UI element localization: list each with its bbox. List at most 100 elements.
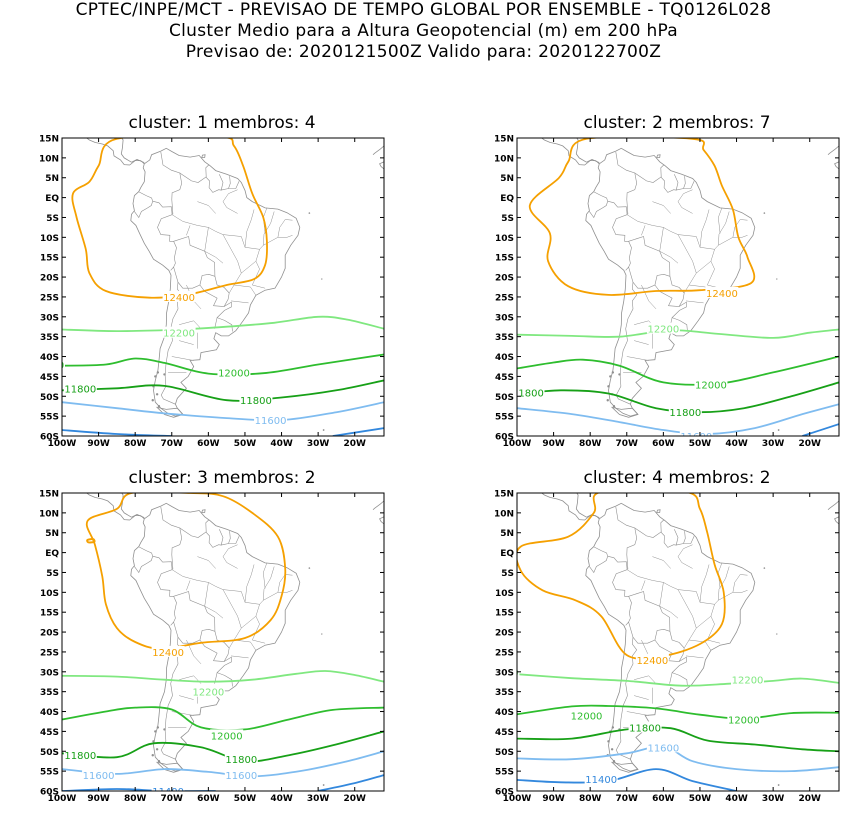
map-panel-2: cluster: 2 membros: 7 12400 12200 12000 118…	[477, 113, 847, 453]
contour-11600	[517, 745, 839, 773]
contour-label-bg	[239, 394, 273, 406]
state-border	[251, 604, 266, 644]
country-border	[607, 555, 632, 626]
lat-tick-label: 10N	[39, 509, 59, 519]
contour-label: 11600	[680, 432, 712, 443]
country-border	[214, 672, 233, 687]
country-border	[179, 519, 210, 538]
state-border	[652, 201, 671, 214]
state-border	[244, 209, 255, 248]
state-border	[241, 261, 257, 274]
contour-label-bg	[82, 769, 116, 781]
state-border	[204, 582, 209, 607]
country-border	[221, 176, 231, 191]
contour-12200	[62, 670, 384, 683]
state-border	[222, 544, 238, 569]
state-border	[263, 562, 268, 589]
lat-tick-label: 5S	[501, 214, 514, 224]
contour-label: 11800	[629, 723, 661, 734]
lon-tick-label: 60W	[652, 439, 675, 449]
contour-11400	[517, 768, 737, 791]
lat-tick-label: 10N	[494, 154, 514, 164]
country-border	[628, 591, 671, 644]
island-dot	[606, 399, 609, 402]
contour-label-bg	[694, 378, 728, 390]
contour-11400	[332, 427, 384, 436]
contour-label-bg	[517, 386, 545, 398]
state-border	[179, 340, 194, 345]
lat-tick-label: 15S	[40, 609, 59, 619]
coastline-island	[656, 154, 661, 158]
state-border	[641, 284, 657, 310]
contour-12000	[62, 353, 384, 376]
island-dot	[154, 375, 157, 378]
map-layer: 12400 12200 12000 11800 11800 11600 11600 11400	[62, 493, 384, 791]
coastline-africa	[834, 161, 839, 170]
coastline-island	[201, 154, 206, 158]
contour-11800	[62, 379, 384, 402]
state-border	[706, 249, 721, 289]
country-border	[669, 672, 688, 687]
lon-tick-label: 30W	[762, 794, 785, 804]
state-border	[233, 284, 257, 296]
lon-tick-label: 30W	[307, 439, 330, 449]
island-dot	[151, 399, 154, 402]
state-border	[626, 356, 649, 361]
state-border	[699, 564, 710, 603]
coastline-central-america	[541, 138, 600, 166]
lon-tick-label: 40W	[725, 439, 748, 449]
coastline-island	[656, 509, 661, 513]
title-line-2: Cluster Medio para a Altura Geopotencial…	[168, 21, 679, 41]
lat-tick-label: EQ	[45, 549, 59, 559]
contour-label: 12000	[571, 712, 603, 723]
lat-tick-label: 20S	[495, 629, 514, 639]
island-dot	[152, 740, 155, 743]
map-panel-3: cluster: 3 membros: 2 12400 12200 12000 118…	[22, 468, 422, 808]
contour-12400	[85, 493, 287, 650]
lat-tick-label: 25S	[40, 293, 59, 303]
island-dot	[321, 633, 323, 635]
country-border	[216, 301, 232, 318]
lon-tick-label: 60W	[652, 794, 675, 804]
lat-tick-label: 5S	[46, 569, 59, 579]
coastline-central-america	[541, 493, 600, 521]
contour-label-bg	[162, 326, 196, 338]
contour-label-bg	[62, 358, 65, 370]
state-border	[171, 569, 279, 605]
lat-tick-label: 55S	[40, 768, 59, 778]
island-dot	[612, 760, 616, 763]
lat-tick-label: 45S	[40, 728, 59, 738]
contour-label-bg	[63, 749, 97, 761]
contour-label-bg	[584, 773, 618, 785]
island-dot	[612, 405, 616, 408]
lat-tick-label: 25S	[495, 648, 514, 658]
island-dot	[155, 393, 159, 396]
island-dot	[151, 754, 154, 757]
lat-tick-label: 35S	[40, 333, 59, 343]
coastline-africa	[372, 500, 384, 511]
country-border	[615, 506, 638, 570]
contour-label-bg	[63, 382, 97, 394]
lat-tick-label: 10S	[495, 234, 514, 244]
contour-11800	[517, 726, 839, 753]
lon-tick-label: 30W	[762, 439, 785, 449]
coastline-central-america-north	[575, 493, 600, 518]
lon-tick-label: 90W	[542, 439, 565, 449]
state-border	[659, 227, 664, 252]
contour-label-bg	[517, 665, 520, 677]
country-border	[615, 282, 638, 405]
country-border	[615, 151, 638, 215]
lon-tick-label: 80W	[579, 794, 602, 804]
coastline-africa	[834, 516, 839, 525]
lat-tick-label: 50S	[40, 393, 59, 403]
contour-11400	[62, 429, 172, 436]
country-border	[669, 317, 688, 332]
lon-tick-label: 90W	[87, 794, 110, 804]
lon-tick-label: 100W	[48, 439, 77, 449]
state-border	[179, 320, 202, 329]
state-border	[706, 604, 721, 644]
state-border	[204, 605, 224, 619]
contour-label: 11800	[225, 755, 257, 766]
coastline-central-america-north	[120, 493, 145, 518]
contour-label-bg	[646, 322, 680, 334]
